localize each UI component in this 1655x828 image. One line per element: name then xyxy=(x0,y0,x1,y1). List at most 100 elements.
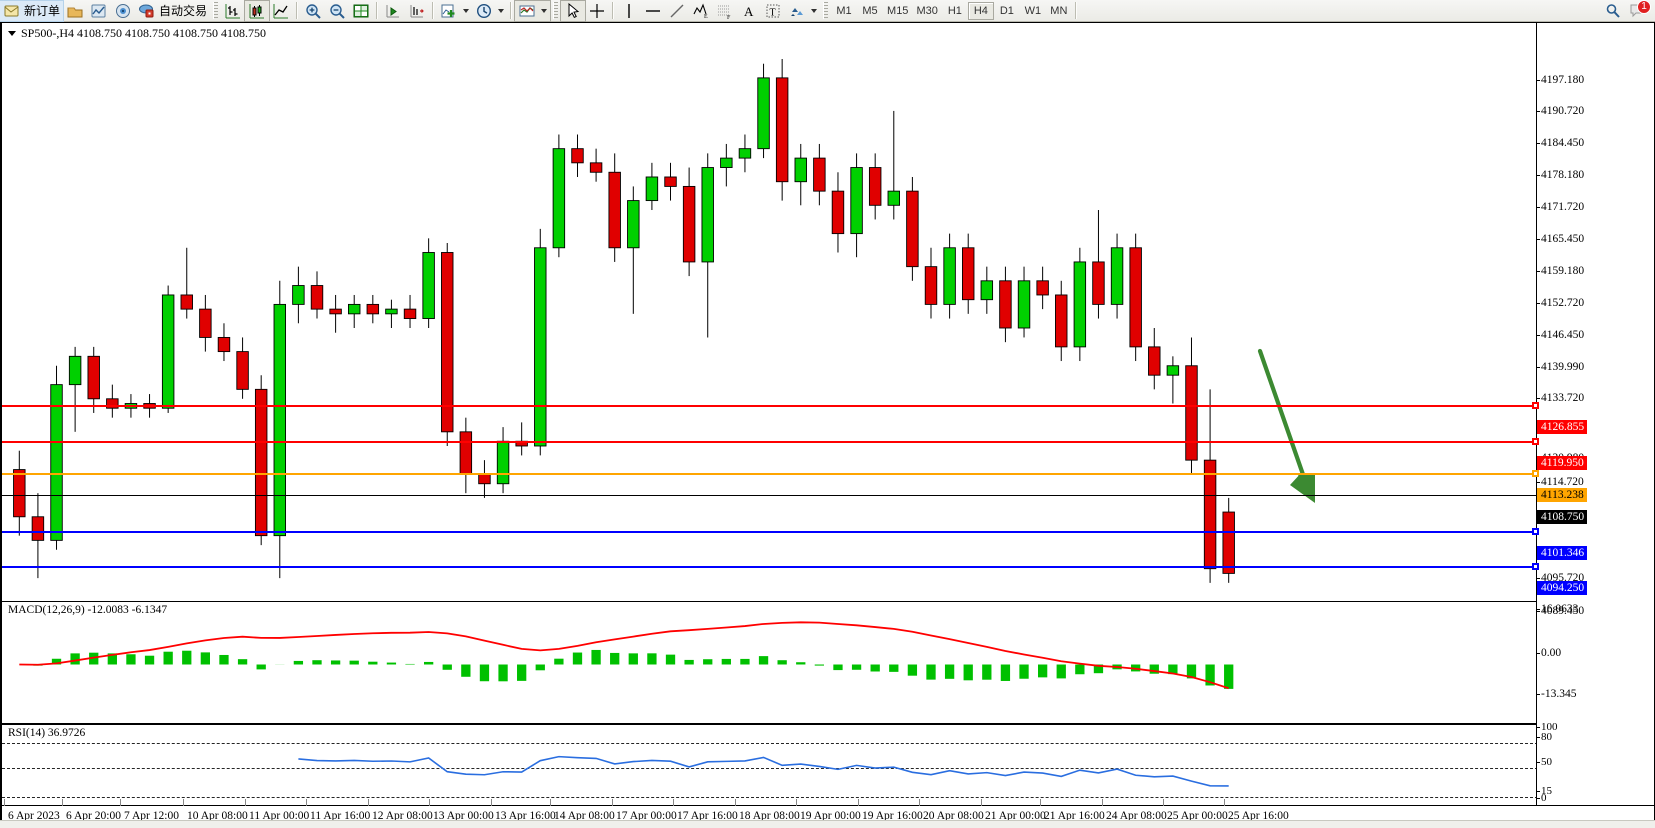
candlestick-plot xyxy=(13,59,1315,583)
autotrading-button[interactable]: 自动交易 xyxy=(135,1,210,21)
rsi-pane[interactable]: RSI(14) 36.9726 xyxy=(2,724,1539,821)
candle-body xyxy=(50,384,63,541)
horizontal-line-button[interactable] xyxy=(641,1,665,21)
tab-timeframe-m30[interactable]: M30 xyxy=(916,4,938,17)
tab-timeframe-m5[interactable]: M5 xyxy=(862,4,878,17)
tab-timeframe-m1[interactable]: M1 xyxy=(836,4,852,17)
time-axis-label: 7 Apr 12:00 xyxy=(124,810,179,822)
price-scale[interactable]: 4197.180 4190.720 4184.450 4178.180 4171.720… xyxy=(1535,23,1654,827)
new-order-label: 新订单 xyxy=(24,4,61,18)
time-axis-tick xyxy=(62,799,63,806)
tab-timeframe-h4[interactable]: H4 xyxy=(967,1,994,20)
time-axis-label: 13 Apr 16:00 xyxy=(495,810,556,822)
time-axis-label: 10 Apr 08:00 xyxy=(187,810,248,822)
candle-body xyxy=(1148,346,1161,376)
indicators-dropdown-arrow[interactable] xyxy=(463,8,470,13)
candle-body xyxy=(775,77,789,183)
shapes-dropdown-arrow[interactable] xyxy=(811,8,818,13)
time-axis-label: 11 Apr 00:00 xyxy=(249,810,310,822)
candle-body xyxy=(850,167,863,235)
time-axis-label: 20 Apr 08:00 xyxy=(923,810,984,822)
candle-body xyxy=(589,162,603,173)
price-level-badge[interactable]: 4101.346 xyxy=(1537,546,1588,560)
toolbar-separator-7 xyxy=(612,2,615,19)
text-button[interactable]: A xyxy=(737,1,761,21)
time-axis-tick xyxy=(491,799,492,806)
zoom-out-button[interactable] xyxy=(325,1,349,21)
zoom-out-icon xyxy=(328,2,346,20)
tab-timeframe-mn[interactable]: MN xyxy=(1050,4,1068,17)
navigator-icon xyxy=(114,2,132,20)
candle-body xyxy=(292,285,305,305)
templates-button[interactable] xyxy=(514,0,552,22)
candle-body xyxy=(236,351,249,390)
auto-scroll-button[interactable] xyxy=(381,1,405,21)
price-level-badge[interactable]: 4126.855 xyxy=(1537,420,1588,434)
elliott-wave-button[interactable]: E xyxy=(689,1,713,21)
macd-axis-tick: 0.00 xyxy=(1535,647,1562,659)
vertical-line-button[interactable] xyxy=(617,1,641,21)
candle-body xyxy=(1092,261,1105,305)
time-axis-tick xyxy=(858,799,859,806)
line-chart-button[interactable] xyxy=(269,1,293,21)
candle-body xyxy=(552,148,566,249)
time-axis-tick xyxy=(981,799,982,806)
time-axis-label: 11 Apr 16:00 xyxy=(310,810,371,822)
cursor-button[interactable] xyxy=(560,0,587,22)
candle-body xyxy=(757,77,770,150)
tab-timeframe-w1[interactable]: W1 xyxy=(1024,4,1042,17)
trendline-button[interactable] xyxy=(665,1,689,21)
time-axis-label: 6 Apr 2023 xyxy=(8,810,60,822)
price-level-badge[interactable]: 4108.750 xyxy=(1537,510,1588,524)
candle-body xyxy=(980,280,994,301)
text-label-button[interactable]: T xyxy=(761,1,785,21)
chart-shift-button[interactable] xyxy=(405,1,429,21)
candle-body xyxy=(441,252,454,433)
templates-dropdown-arrow[interactable] xyxy=(541,8,548,13)
candle-body xyxy=(161,294,175,409)
candle-body xyxy=(1166,365,1180,376)
shapes-button[interactable] xyxy=(785,1,820,21)
time-axis-label: 19 Apr 16:00 xyxy=(862,810,923,822)
folder-button[interactable] xyxy=(63,1,87,21)
chart-caret-icon[interactable] xyxy=(8,31,16,36)
market-watch-icon xyxy=(90,2,108,20)
candle-body xyxy=(1073,261,1087,348)
price-level-badge[interactable]: 4119.950 xyxy=(1537,456,1587,470)
market-watch-button[interactable] xyxy=(87,1,111,21)
candle-body xyxy=(961,247,975,301)
zoom-in-button[interactable] xyxy=(301,1,325,21)
price-level-badge[interactable]: 4094.250 xyxy=(1537,581,1588,595)
candlestick-chart-button[interactable] xyxy=(244,0,271,22)
indicators-button[interactable] xyxy=(437,1,472,21)
time-axis-tick xyxy=(1163,799,1164,806)
periods-dropdown-arrow[interactable] xyxy=(498,8,505,13)
candle-body xyxy=(738,148,752,159)
notification-count: 1 xyxy=(1641,1,1647,12)
candle-body xyxy=(366,303,380,315)
chart-area[interactable]: SP500-,H4 4108.750 4108.750 4108.750 410… xyxy=(0,22,1655,828)
candle-body xyxy=(813,157,826,192)
macd-pane[interactable]: MACD(12,26,9) -12.0083 -6.1347 xyxy=(2,601,1539,724)
candle-body xyxy=(496,440,510,485)
notifications-button[interactable]: 1 xyxy=(1625,0,1651,21)
navigator-button[interactable] xyxy=(111,1,135,21)
tab-timeframe-d1[interactable]: D1 xyxy=(999,4,1014,17)
candle-body xyxy=(1017,280,1031,329)
price-level-badge[interactable]: 4113.238 xyxy=(1537,488,1587,502)
new-order-button[interactable]: 新订单 xyxy=(0,0,65,22)
periods-button[interactable] xyxy=(472,1,507,21)
tab-timeframe-m15[interactable]: M15 xyxy=(887,4,909,17)
macd-axis-tick: -13.345 xyxy=(1535,688,1577,700)
crosshair-button[interactable] xyxy=(585,1,609,21)
tab-timeframe-h1[interactable]: H1 xyxy=(947,4,962,17)
tile-windows-button[interactable] xyxy=(349,1,373,21)
fibonacci-button[interactable]: F xyxy=(713,1,737,21)
fibonacci-icon: F xyxy=(716,2,734,20)
time-axis-label: 21 Apr 00:00 xyxy=(985,810,1046,822)
candle-body xyxy=(701,167,714,263)
candle-body xyxy=(1185,365,1198,461)
toolbar-search-button[interactable] xyxy=(1601,1,1625,21)
autotrading-icon xyxy=(138,2,156,20)
bar-chart-button[interactable] xyxy=(221,1,245,21)
